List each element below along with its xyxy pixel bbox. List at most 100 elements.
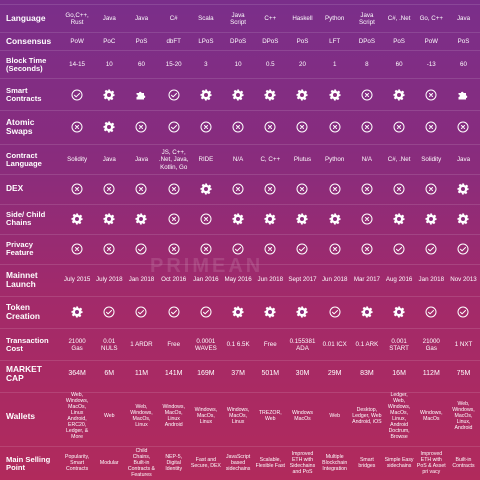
table-cell: 29M bbox=[320, 362, 350, 386]
row-label: Consensus bbox=[6, 36, 52, 47]
cell-text: 8 bbox=[365, 61, 369, 69]
table-cell bbox=[352, 236, 382, 262]
table-cell: 21000 Gas bbox=[62, 330, 92, 360]
table-cell bbox=[448, 112, 478, 142]
x-circle-icon bbox=[296, 183, 308, 195]
table-cell bbox=[94, 236, 124, 262]
table-cell: -13 bbox=[416, 52, 446, 78]
table-cell: Go, C++ bbox=[416, 6, 446, 32]
cell-text: TREZOR, Web bbox=[258, 410, 282, 422]
cell-text: Windows, MacOs, Linux Android bbox=[162, 404, 185, 428]
table-cell: C# bbox=[159, 6, 189, 32]
check-circle-icon bbox=[232, 243, 244, 255]
table-cell bbox=[126, 176, 156, 202]
cell-text: Solidity bbox=[421, 156, 442, 164]
table-cell: C#, .Net bbox=[384, 6, 414, 32]
table-cell bbox=[448, 298, 478, 326]
cell-text: Improved ETH with Sidechains and PoS bbox=[289, 451, 316, 475]
check-circle-icon bbox=[135, 243, 147, 255]
table-cell: DPoS bbox=[352, 34, 382, 50]
puzzle-icon bbox=[458, 91, 468, 100]
table-cell: C#, .Net bbox=[384, 146, 414, 174]
cell-text: 29M bbox=[327, 369, 342, 377]
table-cell: DPoS bbox=[255, 34, 285, 50]
table-cell: Jun 2018 bbox=[320, 266, 350, 294]
row-divider bbox=[0, 204, 480, 205]
table-cell: DPoS bbox=[223, 34, 253, 50]
x-circle-icon bbox=[361, 213, 373, 225]
table-cell bbox=[416, 236, 446, 262]
table-cell: 1 bbox=[320, 52, 350, 78]
table-cell bbox=[384, 206, 414, 232]
gear-icon bbox=[457, 213, 469, 225]
x-circle-icon bbox=[361, 183, 373, 195]
table-cell: 83M bbox=[352, 362, 382, 386]
table-cell: 21000 Gas bbox=[416, 330, 446, 360]
table-cell: JavaScript based sidechains bbox=[223, 448, 253, 480]
table-cell: Python bbox=[320, 6, 350, 32]
cell-text: JavaScript based sidechains bbox=[225, 454, 251, 472]
x-circle-icon bbox=[232, 183, 244, 195]
table-cell bbox=[448, 80, 478, 110]
x-circle-icon bbox=[361, 89, 373, 101]
x-circle-icon bbox=[168, 213, 180, 225]
cell-text: July 2018 bbox=[96, 276, 123, 284]
cell-text: Sept 2017 bbox=[288, 276, 317, 284]
cell-text: Free bbox=[263, 341, 277, 349]
gear-icon bbox=[264, 213, 276, 225]
row-divider bbox=[0, 174, 480, 175]
table-cell bbox=[384, 236, 414, 262]
gear-icon bbox=[361, 306, 373, 318]
cell-text: PoW bbox=[70, 38, 84, 46]
cell-text: 141M bbox=[164, 369, 183, 377]
cell-text: Fast and Secure, DEX bbox=[190, 457, 221, 469]
table-cell bbox=[416, 298, 446, 326]
x-circle-icon bbox=[264, 243, 276, 255]
table-cell: Java Script bbox=[352, 6, 382, 32]
gear-icon bbox=[103, 89, 115, 101]
table-cell: 15-20 bbox=[159, 52, 189, 78]
row-divider bbox=[0, 110, 480, 111]
table-cell: Simple Easy sidechains bbox=[384, 448, 414, 480]
table-cell: Java bbox=[448, 6, 478, 32]
table-cell bbox=[255, 112, 285, 142]
table-cell: PoW bbox=[62, 34, 92, 50]
gear-icon bbox=[296, 213, 308, 225]
table-cell bbox=[320, 176, 350, 202]
row-divider bbox=[0, 234, 480, 235]
row-divider bbox=[0, 50, 480, 51]
table-cell bbox=[416, 176, 446, 202]
table-cell bbox=[448, 176, 478, 202]
cell-text: 0.001 START bbox=[389, 337, 409, 352]
table-cell bbox=[416, 112, 446, 142]
cell-text: JS, C++, .Net, Java, Kotlin, Go bbox=[158, 149, 189, 171]
cell-text: Solidity bbox=[67, 156, 88, 164]
table-cell bbox=[94, 206, 124, 232]
row-divider bbox=[0, 360, 480, 361]
cell-text: Web bbox=[103, 413, 115, 420]
table-cell bbox=[94, 298, 124, 326]
table-cell: 1 ARDR bbox=[126, 330, 156, 360]
table-cell bbox=[223, 80, 253, 110]
row-divider bbox=[0, 446, 480, 447]
table-cell: 3 bbox=[191, 52, 221, 78]
gear-icon bbox=[135, 213, 147, 225]
table-cell: Scalable, Flexible Fast bbox=[255, 448, 285, 480]
cell-text: 11M bbox=[134, 369, 149, 377]
cell-text: Free bbox=[167, 341, 181, 349]
table-cell: PoS bbox=[384, 34, 414, 50]
table-cell: Go,C++, Rust bbox=[62, 6, 92, 32]
check-circle-icon bbox=[457, 306, 469, 318]
cell-text: 37M bbox=[231, 369, 245, 377]
cell-text: Oct 2016 bbox=[161, 276, 187, 284]
gear-icon bbox=[71, 213, 83, 225]
row-divider bbox=[0, 144, 480, 145]
table-cell: 10 bbox=[94, 52, 124, 78]
table-cell bbox=[62, 298, 92, 326]
row-label: Privacy Feature bbox=[6, 239, 34, 257]
table-cell bbox=[384, 80, 414, 110]
cell-text: DPoS bbox=[262, 38, 279, 46]
table-cell: Web, Windows, MacOs, Linux Android, ERC2… bbox=[62, 392, 92, 440]
cell-text: DPoS bbox=[358, 38, 375, 46]
cell-text: 14-15 bbox=[69, 61, 85, 69]
